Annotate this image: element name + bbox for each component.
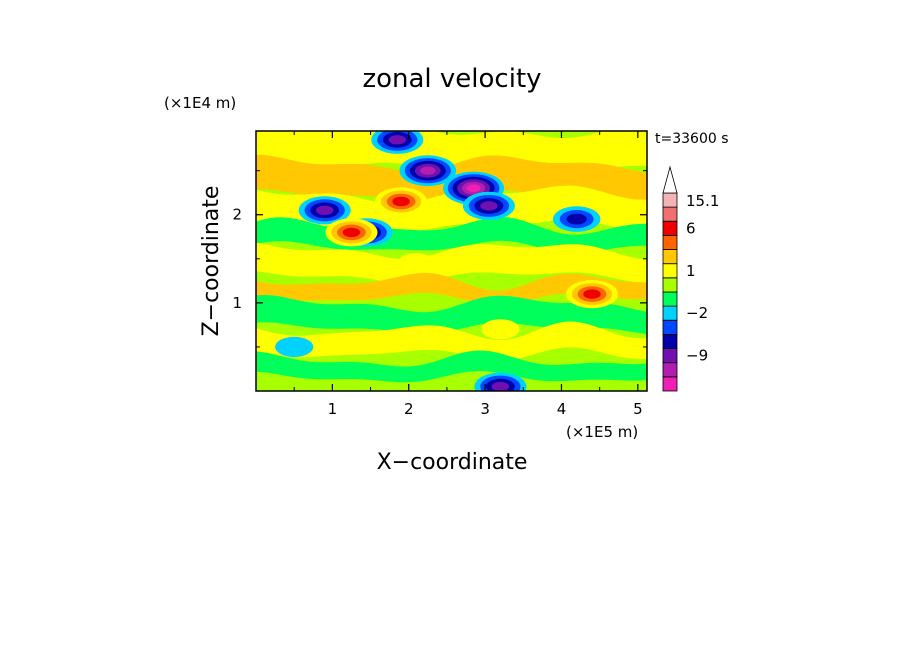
contour-feature [392, 196, 410, 207]
x-axis-label: X−coordinate [377, 450, 528, 475]
contour-band [256, 350, 647, 383]
colorbar-label: 6 [686, 219, 696, 237]
colorbar-swatch [662, 333, 678, 349]
y-tick-label: 1 [232, 294, 242, 312]
colorbar-arrow [662, 165, 678, 194]
x-tick-label: 5 [633, 400, 643, 418]
colorbar-swatch [662, 192, 678, 208]
contour-feature [342, 227, 361, 238]
colorbar-label: −9 [686, 347, 708, 365]
contour-feature [566, 213, 587, 225]
time-label: t=33600 s [655, 131, 729, 147]
y-axis-label: Z−coordinate [199, 186, 224, 337]
colorbar-label: 15.1 [686, 192, 719, 210]
x-tick-label: 1 [328, 400, 338, 418]
y-tick-label: 2 [232, 206, 242, 224]
contour-feature [420, 166, 436, 175]
y-unit-label: (×1E4 m) [164, 94, 236, 112]
colorbar-swatch [662, 291, 678, 307]
colorbar-swatch [662, 305, 678, 321]
contour-band [256, 321, 647, 361]
colorbar-swatch [662, 220, 678, 236]
colorbar-swatch [662, 319, 678, 335]
contour-feature [275, 336, 314, 357]
contour-feature [491, 381, 510, 391]
contour-feature [388, 135, 406, 145]
contour-feature [480, 201, 498, 211]
colorbar-swatch [662, 263, 678, 279]
colorbar-swatch [662, 362, 678, 378]
y-axis: 12 [232, 170, 647, 348]
contour-feature [481, 319, 520, 340]
x-tick-label: 2 [404, 400, 414, 418]
contour-band [256, 272, 647, 306]
heatmap-field [256, 131, 647, 391]
colorbar-swatch [662, 348, 678, 364]
x-axis: 1 2 3 4 5 [293, 131, 643, 418]
x-tick-label: 4 [557, 400, 567, 418]
colorbar-swatch [662, 277, 678, 293]
colorbar-swatch [662, 376, 678, 392]
colorbar-swatch [662, 234, 678, 250]
heatmap-contours [256, 131, 647, 391]
contour-band [256, 295, 647, 335]
colorbar-label: −2 [686, 304, 708, 322]
contour-feature [466, 184, 481, 193]
contour-band [256, 242, 647, 283]
x-unit-label: (×1E5 m) [566, 423, 638, 441]
contour-feature [397, 253, 436, 274]
chart-title: zonal velocity [362, 64, 541, 94]
contour-feature [316, 205, 334, 215]
plot-frame [255, 130, 648, 392]
colorbar-swatch [662, 206, 678, 222]
colorbar-swatch [662, 249, 678, 265]
contour-feature [583, 289, 601, 299]
x-tick-label: 3 [480, 400, 490, 418]
colorbar-label: 1 [686, 262, 696, 280]
colorbar: 15.1 6 1 −2 −9 [662, 165, 719, 392]
